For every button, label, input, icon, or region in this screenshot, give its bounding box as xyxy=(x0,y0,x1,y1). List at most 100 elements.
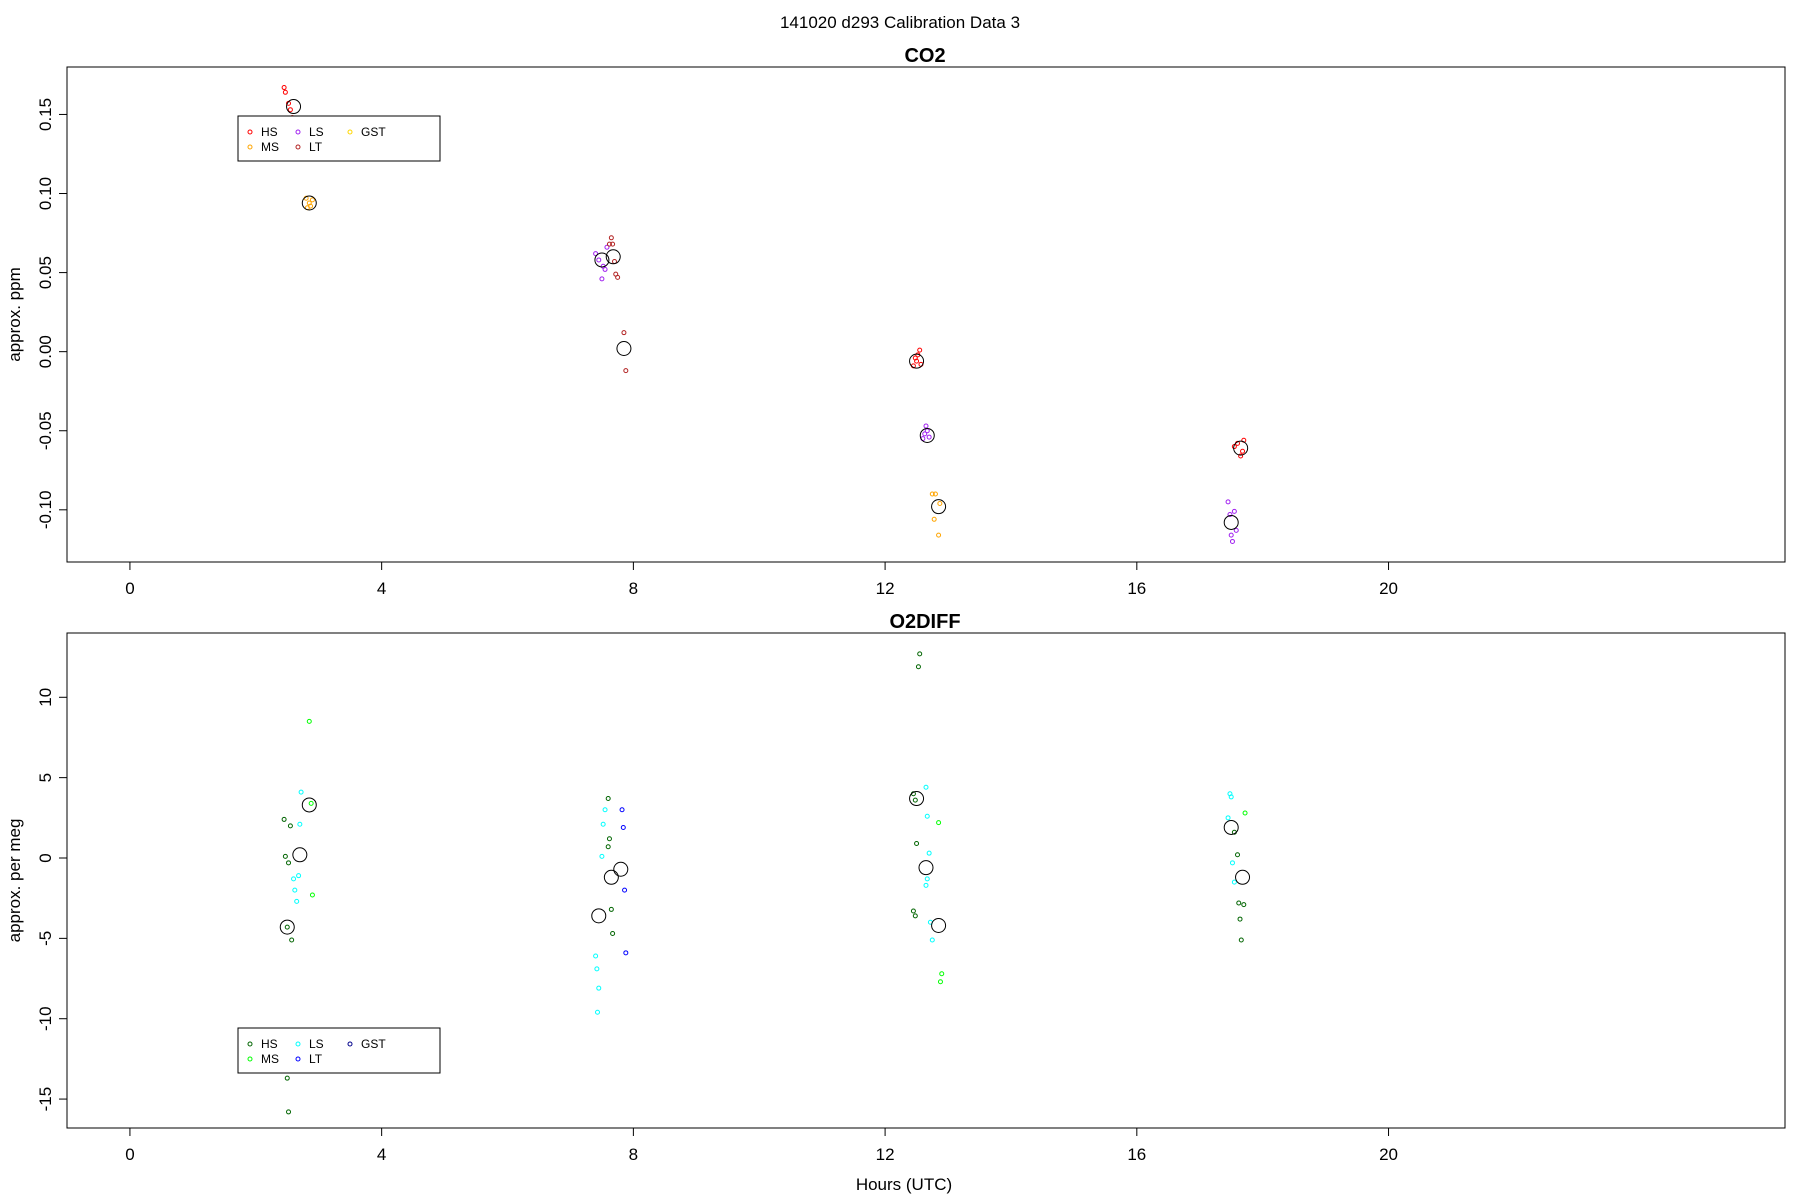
co2-mean-marker xyxy=(919,427,935,443)
o2diff-point-hs xyxy=(605,844,611,850)
o2diff-point-hs xyxy=(1236,900,1242,906)
o2diff-panel-title: O2DIFF xyxy=(889,611,960,633)
o2diff-point-hs xyxy=(605,796,611,802)
co2-legend-swatch-ms xyxy=(247,144,253,150)
o2diff-point-hs xyxy=(282,853,288,859)
o2diff-mean-marker xyxy=(613,861,629,877)
co2-point-ls xyxy=(599,276,605,282)
co2-legend-swatch-ls xyxy=(295,129,301,135)
o2diff-point-ls xyxy=(929,937,935,943)
o2diff-point-lt xyxy=(623,950,629,956)
co2-legend-swatch-gst xyxy=(347,129,353,135)
co2-legend-label-lt: LT xyxy=(309,140,323,154)
co2-point-lt xyxy=(615,274,621,280)
o2diff-point-hs xyxy=(286,860,292,866)
figure-title: 141020 d293 Calibration Data 3 xyxy=(780,13,1020,32)
co2-y-tick-label: 0.10 xyxy=(36,177,55,210)
co2-point-lt xyxy=(623,368,629,374)
co2-point-lt xyxy=(608,235,614,241)
co2-point-ms xyxy=(929,491,935,497)
co2-point-ms xyxy=(932,491,938,497)
co2-point-ms xyxy=(937,500,943,506)
co2-point-ms xyxy=(308,203,314,209)
o2diff-legend-label-gst: GST xyxy=(361,1037,386,1051)
o2diff-point-hs xyxy=(610,931,616,937)
o2diff-point-ls xyxy=(292,887,298,893)
o2diff-mean-marker xyxy=(301,797,317,813)
o2diff-mean-marker xyxy=(591,908,607,924)
o2diff-legend-box xyxy=(237,1027,441,1074)
co2-mean-marker xyxy=(1223,514,1239,530)
o2diff-legend-label-lt: LT xyxy=(309,1052,323,1066)
o2diff-legend-swatch-lt xyxy=(295,1056,301,1062)
o2diff-point-hs xyxy=(289,937,295,943)
co2-point-ls xyxy=(922,431,928,437)
o2diff-mean-marker xyxy=(292,847,308,863)
o2diff-point-ms xyxy=(309,892,315,898)
o2diff-y-axis-label: approx. per meg xyxy=(5,819,24,943)
co2-x-tick-label: 8 xyxy=(629,579,638,598)
x-axis-label: Hours (UTC) xyxy=(856,1175,952,1194)
o2diff-point-ls xyxy=(599,853,605,859)
o2diff-point-hs xyxy=(608,906,614,912)
o2diff-point-ls xyxy=(1225,815,1231,821)
o2diff-y-tick-label: 0 xyxy=(36,853,55,862)
co2-point-hs xyxy=(282,89,288,95)
co2-point-ls xyxy=(596,257,602,263)
o2diff-point-hs xyxy=(912,913,918,919)
o2diff-y-tick-label: 10 xyxy=(36,688,55,707)
o2diff-point-hs xyxy=(284,1075,290,1081)
o2diff-point-lt xyxy=(620,824,626,830)
co2-point-ls xyxy=(1229,538,1235,544)
co2-legend-label-gst: GST xyxy=(361,125,386,139)
o2diff-mean-marker xyxy=(918,860,934,876)
o2diff-point-ls xyxy=(602,807,608,813)
o2diff-point-ms xyxy=(308,800,314,806)
co2-point-hs xyxy=(281,85,287,91)
o2diff-x-tick-label: 12 xyxy=(876,1145,895,1164)
o2diff-point-ls xyxy=(298,789,304,795)
co2-legend-label-hs: HS xyxy=(261,125,278,139)
o2diff-point-hs xyxy=(281,816,287,822)
co2-mean-marker xyxy=(931,499,947,515)
co2-point-hs xyxy=(287,107,293,113)
co2-point-ls xyxy=(604,244,610,250)
o2diff-point-hs xyxy=(284,924,290,930)
o2diff-point-ls xyxy=(923,882,929,888)
o2diff-y-tick-label: -5 xyxy=(36,931,55,946)
o2diff-legend-label-hs: HS xyxy=(261,1037,278,1051)
co2-point-ms xyxy=(936,532,942,538)
o2diff-point-ls xyxy=(1229,860,1235,866)
o2diff-point-ls xyxy=(296,873,302,879)
co2-point-ls xyxy=(1225,499,1231,505)
o2diff-legend-label-ls: LS xyxy=(309,1037,324,1051)
o2diff-y-tick-label: -15 xyxy=(36,1087,55,1112)
o2diff-point-ls xyxy=(297,821,303,827)
o2diff-point-ms xyxy=(936,820,942,826)
co2-point-ls xyxy=(593,251,599,257)
o2diff-x-tick-label: 0 xyxy=(125,1145,134,1164)
co2-x-tick-label: 12 xyxy=(876,579,895,598)
o2diff-point-lt xyxy=(619,807,625,813)
co2-point-ls xyxy=(923,423,929,429)
o2diff-point-hs xyxy=(1241,902,1247,908)
o2diff-point-ls xyxy=(593,953,599,959)
o2diff-mean-marker xyxy=(1223,819,1239,835)
o2diff-point-lt xyxy=(622,887,628,893)
co2-point-ms xyxy=(931,516,937,522)
o2diff-point-ls xyxy=(1231,879,1237,885)
co2-legend-swatch-hs xyxy=(247,129,253,135)
co2-legend-label-ls: LS xyxy=(309,125,324,139)
o2diff-legend-swatch-ls xyxy=(295,1041,301,1047)
co2-x-tick-label: 20 xyxy=(1379,579,1398,598)
co2-legend-swatch-lt xyxy=(295,144,301,150)
co2-plot-frame xyxy=(66,66,1786,563)
co2-point-ls xyxy=(602,266,608,272)
o2diff-point-hs xyxy=(915,664,921,670)
o2diff-mean-marker xyxy=(931,918,947,933)
o2diff-legend-swatch-hs xyxy=(247,1041,253,1047)
co2-mean-marker xyxy=(909,353,925,369)
o2diff-legend-label-ms: MS xyxy=(261,1052,279,1066)
